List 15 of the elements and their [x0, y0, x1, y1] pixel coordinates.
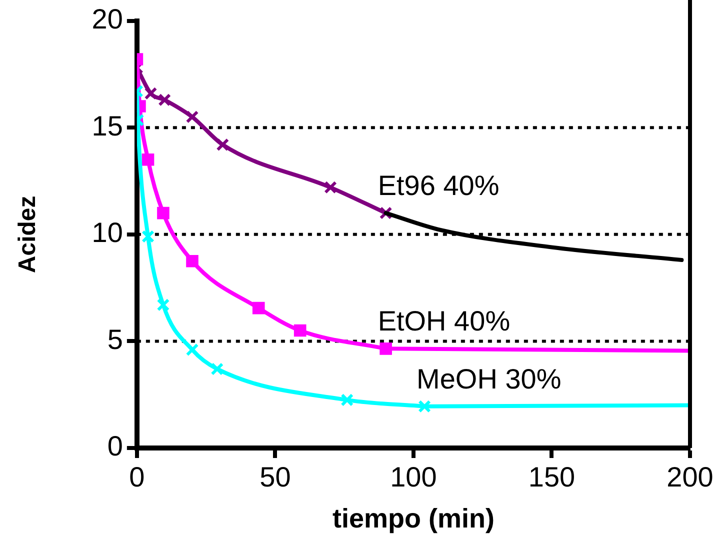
x-tick-label: 100 — [390, 462, 437, 493]
series-label: EtOH 40% — [378, 306, 510, 337]
y-tick-label: 10 — [92, 217, 123, 248]
series-label: Et96 40% — [378, 170, 500, 202]
y-axis-title: Acidez — [14, 196, 42, 274]
y-tick-label: 20 — [92, 4, 123, 35]
y-tick-label: 15 — [92, 110, 123, 142]
x-tick-label: 0 — [129, 462, 145, 493]
y-tick-label: 5 — [107, 324, 123, 355]
x-axis-title: tiempo (min) — [332, 503, 494, 534]
y-tick-label: 0 — [107, 430, 123, 462]
series-label: MeOH 30% — [416, 363, 562, 394]
x-tick-label: 50 — [260, 462, 291, 493]
x-tick-label: 150 — [528, 462, 576, 493]
x-tick-label: 200 — [666, 462, 714, 493]
